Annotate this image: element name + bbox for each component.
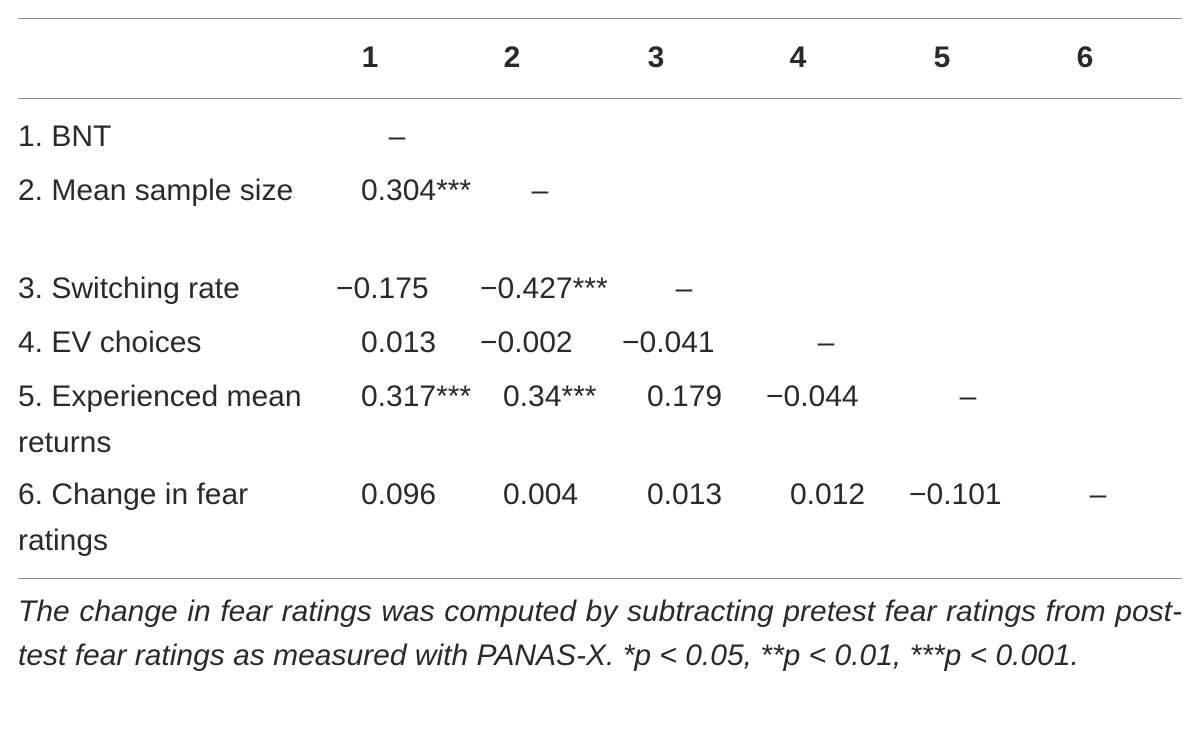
table-cell: 0.013 [647, 478, 723, 511]
table-cell: – [675, 272, 693, 305]
table-cell: −0.044 [766, 380, 859, 413]
table-cell: 0.004 [503, 478, 579, 511]
table-cell: – [959, 380, 977, 413]
table-cell: – [1089, 478, 1107, 511]
column-header-3: 3 [647, 41, 665, 74]
table-cell: −0.427*** [480, 272, 608, 305]
table-cell: 0.179 [647, 380, 723, 413]
table-cell: – [388, 120, 406, 153]
column-header-4: 4 [789, 41, 807, 74]
table-cell: 0.096 [361, 478, 437, 511]
column-header-1: 1 [361, 41, 379, 74]
table-cell: −0.101 [909, 478, 1002, 511]
bottom-rule [18, 578, 1182, 579]
table-cell: −0.041 [622, 326, 715, 359]
row-label-switching-rate: 3. Switching rate [18, 272, 240, 305]
table-cell: 0.013 [361, 326, 437, 359]
table-cell: 0.317*** [361, 380, 472, 413]
row-label-change-in-fear-ratings: 6. Change in fear ratings [18, 478, 249, 557]
table-cell: −0.002 [480, 326, 573, 359]
top-rule [18, 18, 1182, 19]
row-label-bnt: 1. BNT [18, 120, 112, 153]
table-footnote: The change in fear ratings was computed … [18, 595, 1182, 672]
table-cell: – [817, 326, 835, 359]
table-cell: 0.304*** [361, 174, 472, 207]
column-header-6: 6 [1076, 41, 1094, 74]
table-cell: −0.175 [336, 272, 429, 305]
row-label-experienced-mean-returns: 5. Experienced mean returns [18, 380, 302, 459]
row-label-mean-sample-size: 2. Mean sample size [18, 174, 294, 207]
table-cell: 0.34*** [503, 380, 597, 413]
table-cell: – [531, 174, 549, 207]
column-header-5: 5 [933, 41, 951, 74]
row-label-ev-choices: 4. EV choices [18, 326, 202, 359]
header-rule [18, 98, 1182, 99]
table-cell: 0.012 [790, 478, 866, 511]
column-header-2: 2 [503, 41, 521, 74]
